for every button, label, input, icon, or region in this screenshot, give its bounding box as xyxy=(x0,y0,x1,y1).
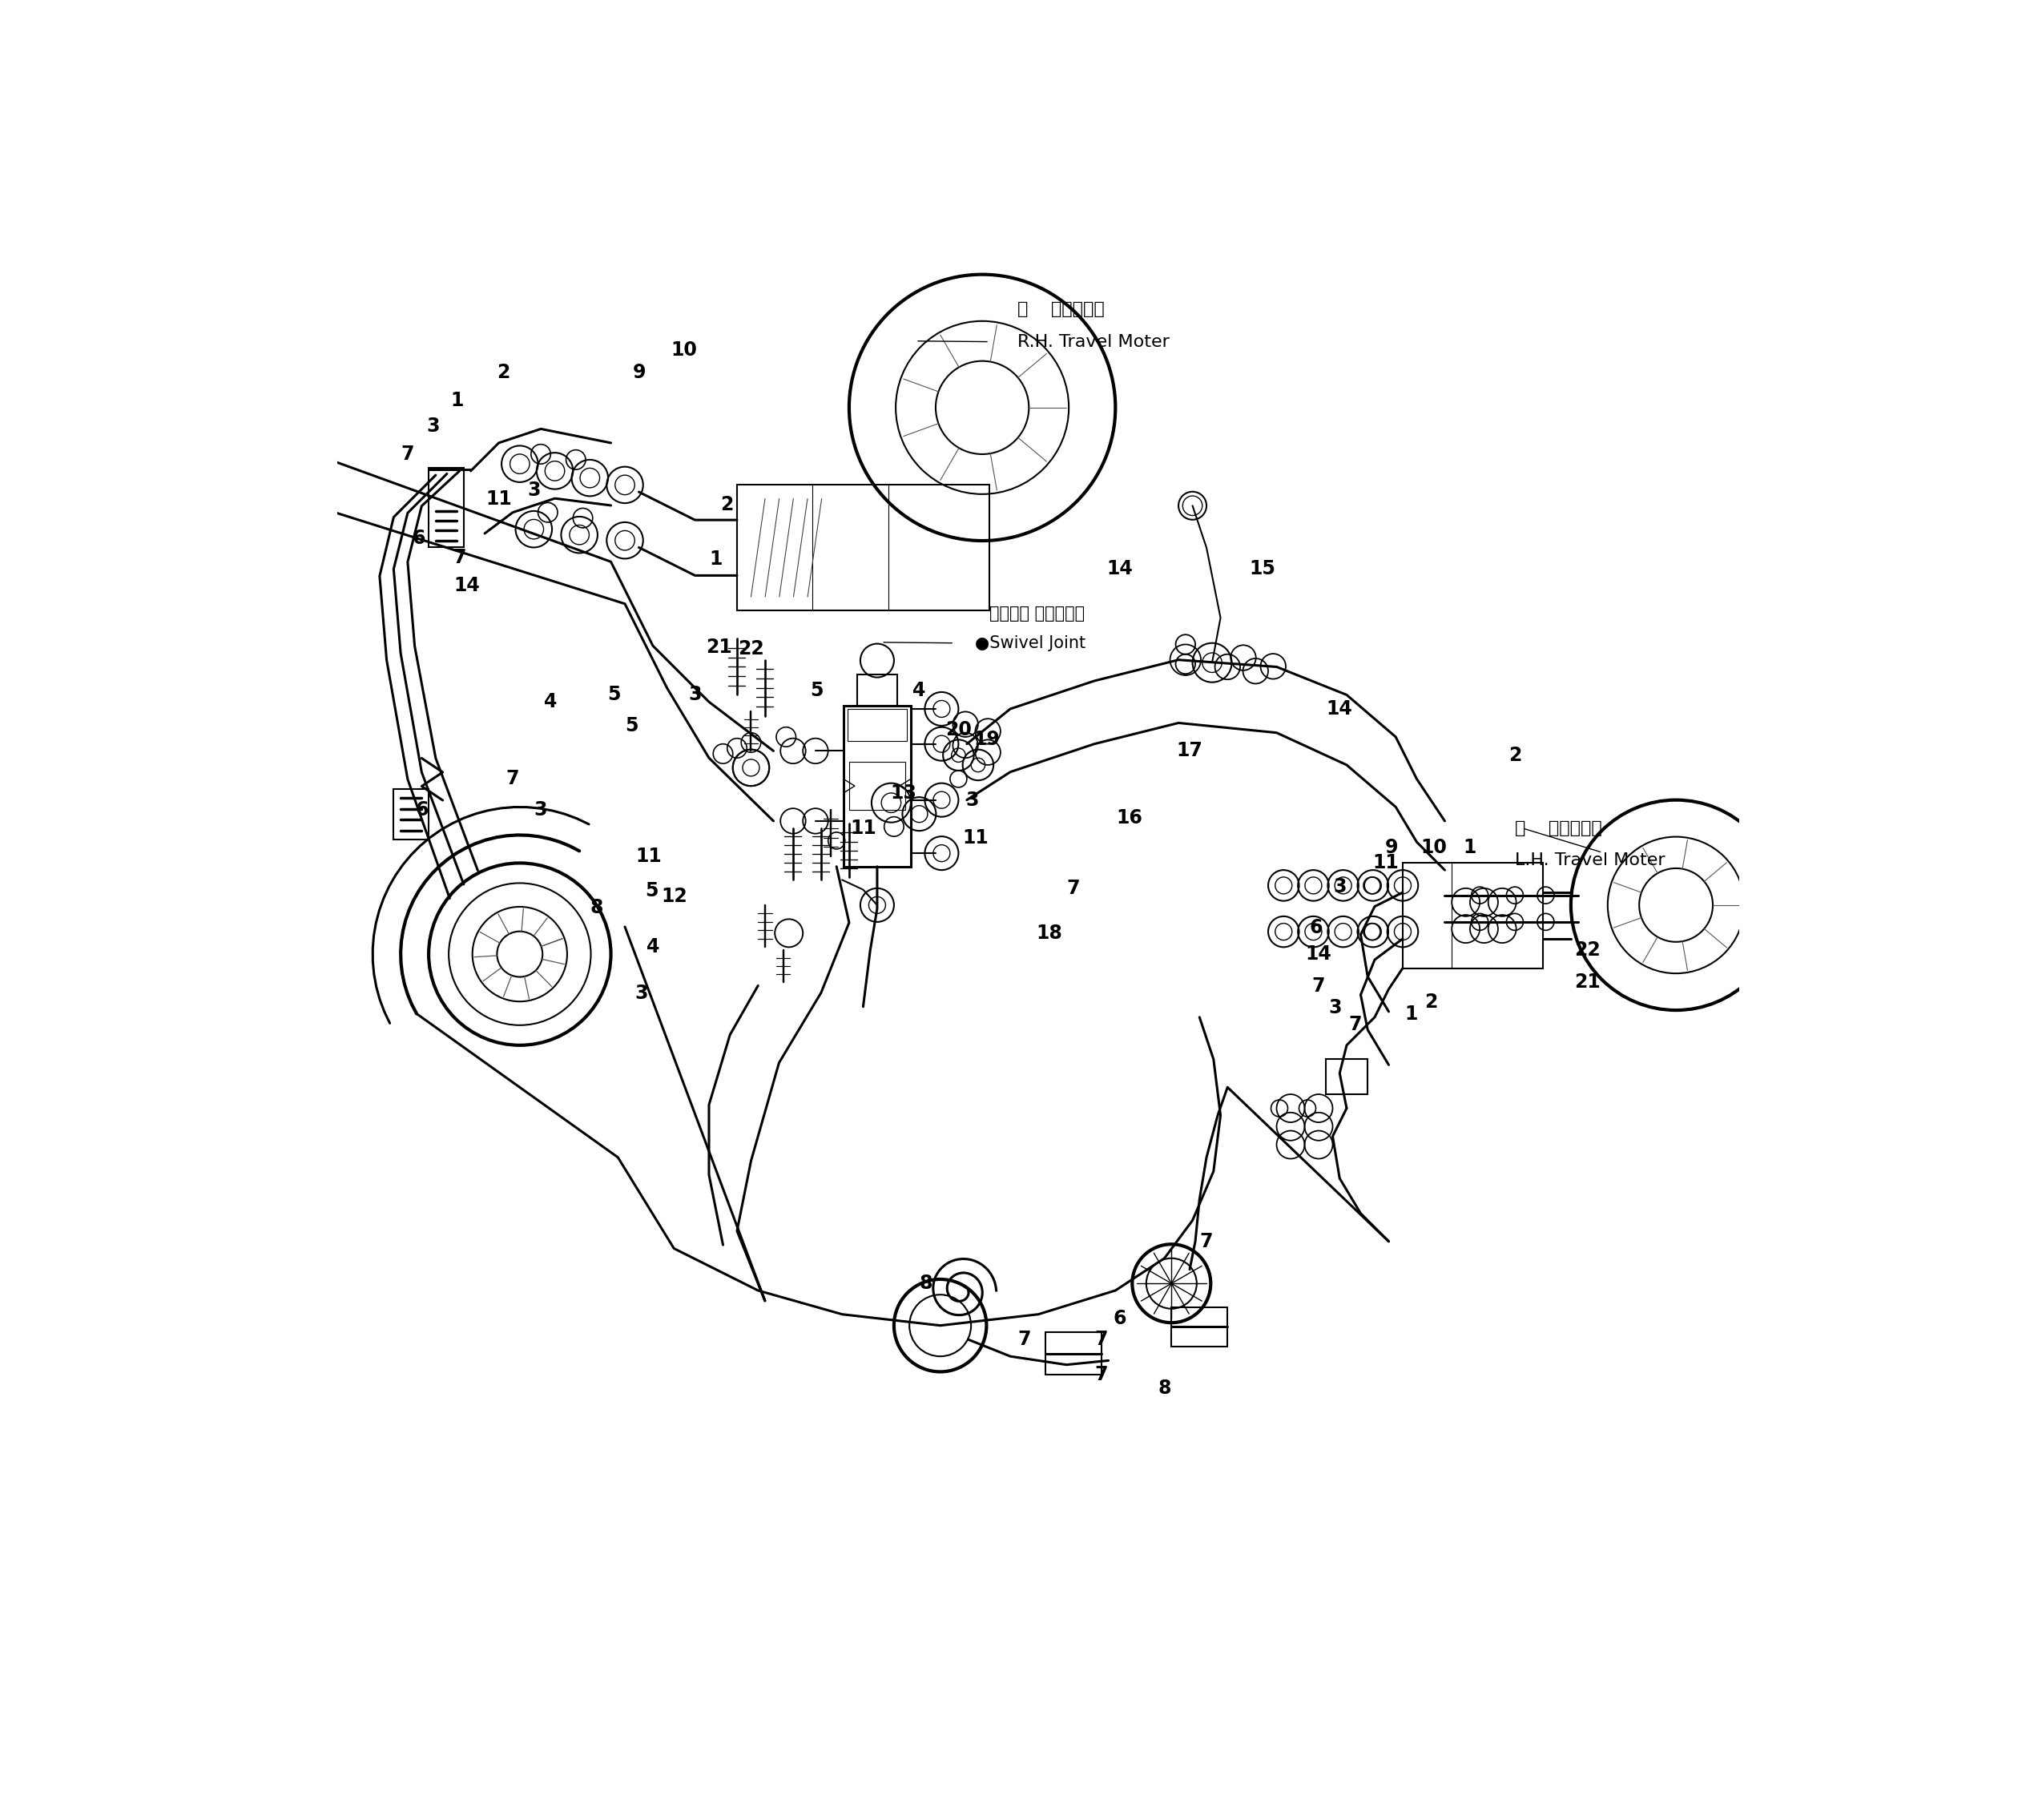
Text: 1: 1 xyxy=(1404,1005,1418,1025)
Text: 16: 16 xyxy=(1116,808,1143,828)
Text: R.H. Travel Moter: R.H. Travel Moter xyxy=(1017,333,1169,349)
Text: ●Swivel Joint: ●Swivel Joint xyxy=(975,635,1086,652)
Text: 2: 2 xyxy=(496,362,509,382)
Text: 4: 4 xyxy=(912,681,926,701)
Text: 6: 6 xyxy=(411,528,425,548)
Text: 12: 12 xyxy=(660,886,687,906)
Text: 6: 6 xyxy=(1112,1309,1126,1329)
Text: 7: 7 xyxy=(401,444,413,464)
Text: 7: 7 xyxy=(1094,1330,1108,1349)
Text: 5: 5 xyxy=(608,686,620,704)
Text: 13: 13 xyxy=(891,783,918,803)
Bar xyxy=(1402,863,1544,968)
Bar xyxy=(857,675,898,706)
Text: 8: 8 xyxy=(1157,1380,1171,1398)
Text: 5: 5 xyxy=(810,681,823,701)
Bar xyxy=(430,468,464,548)
Text: 11: 11 xyxy=(1374,854,1400,872)
Text: 2: 2 xyxy=(1424,992,1436,1012)
Text: 22: 22 xyxy=(737,639,764,659)
Bar xyxy=(1045,1332,1102,1374)
Text: 7: 7 xyxy=(1313,977,1325,996)
Text: 14: 14 xyxy=(1305,945,1331,965)
Text: 11: 11 xyxy=(962,828,989,848)
Text: 3: 3 xyxy=(425,417,440,435)
Text: 15: 15 xyxy=(1250,559,1276,579)
Text: 20: 20 xyxy=(946,721,972,739)
Text: 3: 3 xyxy=(634,985,648,1003)
Text: 14: 14 xyxy=(454,575,480,595)
Text: 11: 11 xyxy=(851,819,877,837)
Text: 21: 21 xyxy=(1574,972,1601,992)
Text: 2: 2 xyxy=(1507,746,1522,764)
Text: スイベル ジョイント: スイベル ジョイント xyxy=(989,606,1084,622)
Text: 11: 11 xyxy=(636,846,663,866)
Text: 10: 10 xyxy=(671,340,697,360)
Text: 2: 2 xyxy=(721,495,733,513)
Text: 左    走行モータ: 左 走行モータ xyxy=(1515,821,1603,835)
Text: 1: 1 xyxy=(1463,837,1477,857)
Text: 7: 7 xyxy=(1017,1330,1031,1349)
Text: 7: 7 xyxy=(1068,879,1080,897)
Text: 3: 3 xyxy=(535,801,547,819)
Text: 1: 1 xyxy=(709,550,723,568)
Text: 7: 7 xyxy=(1349,1014,1361,1034)
Text: 6: 6 xyxy=(1309,917,1323,937)
Text: 19: 19 xyxy=(972,730,999,750)
Text: 4: 4 xyxy=(545,692,557,712)
Text: 6: 6 xyxy=(415,801,427,819)
Text: 7: 7 xyxy=(1199,1232,1214,1250)
Text: 5: 5 xyxy=(644,881,658,901)
Text: 3: 3 xyxy=(527,480,541,501)
Text: 11: 11 xyxy=(486,490,513,508)
Text: 3: 3 xyxy=(1329,997,1341,1017)
Text: 5: 5 xyxy=(626,715,638,735)
Text: 9: 9 xyxy=(1386,837,1398,857)
Text: L.H. Travel Moter: L.H. Travel Moter xyxy=(1515,852,1665,868)
Bar xyxy=(737,484,989,612)
Text: 22: 22 xyxy=(1574,941,1601,959)
Text: 3: 3 xyxy=(1333,877,1345,897)
Bar xyxy=(1325,1059,1368,1094)
Text: 17: 17 xyxy=(1177,741,1203,761)
Bar xyxy=(1171,1307,1228,1347)
Text: 14: 14 xyxy=(1327,699,1353,719)
Text: 7: 7 xyxy=(1094,1365,1108,1385)
Text: 14: 14 xyxy=(1106,559,1133,579)
Bar xyxy=(849,763,906,810)
Text: 7: 7 xyxy=(454,548,466,568)
Text: 9: 9 xyxy=(632,362,646,382)
Text: 8: 8 xyxy=(590,899,604,917)
Text: 3: 3 xyxy=(966,790,979,810)
Text: 3: 3 xyxy=(689,686,701,704)
Bar xyxy=(843,706,912,866)
Bar xyxy=(847,708,906,741)
Text: 18: 18 xyxy=(1037,923,1064,943)
Text: 1: 1 xyxy=(450,391,464,410)
Bar xyxy=(393,790,430,839)
Text: 7: 7 xyxy=(506,770,519,788)
Text: 4: 4 xyxy=(646,937,660,957)
Text: 8: 8 xyxy=(920,1274,932,1292)
Text: 10: 10 xyxy=(1420,837,1447,857)
Text: 21: 21 xyxy=(705,637,731,657)
Text: 右    走行モータ: 右 走行モータ xyxy=(1017,302,1104,317)
